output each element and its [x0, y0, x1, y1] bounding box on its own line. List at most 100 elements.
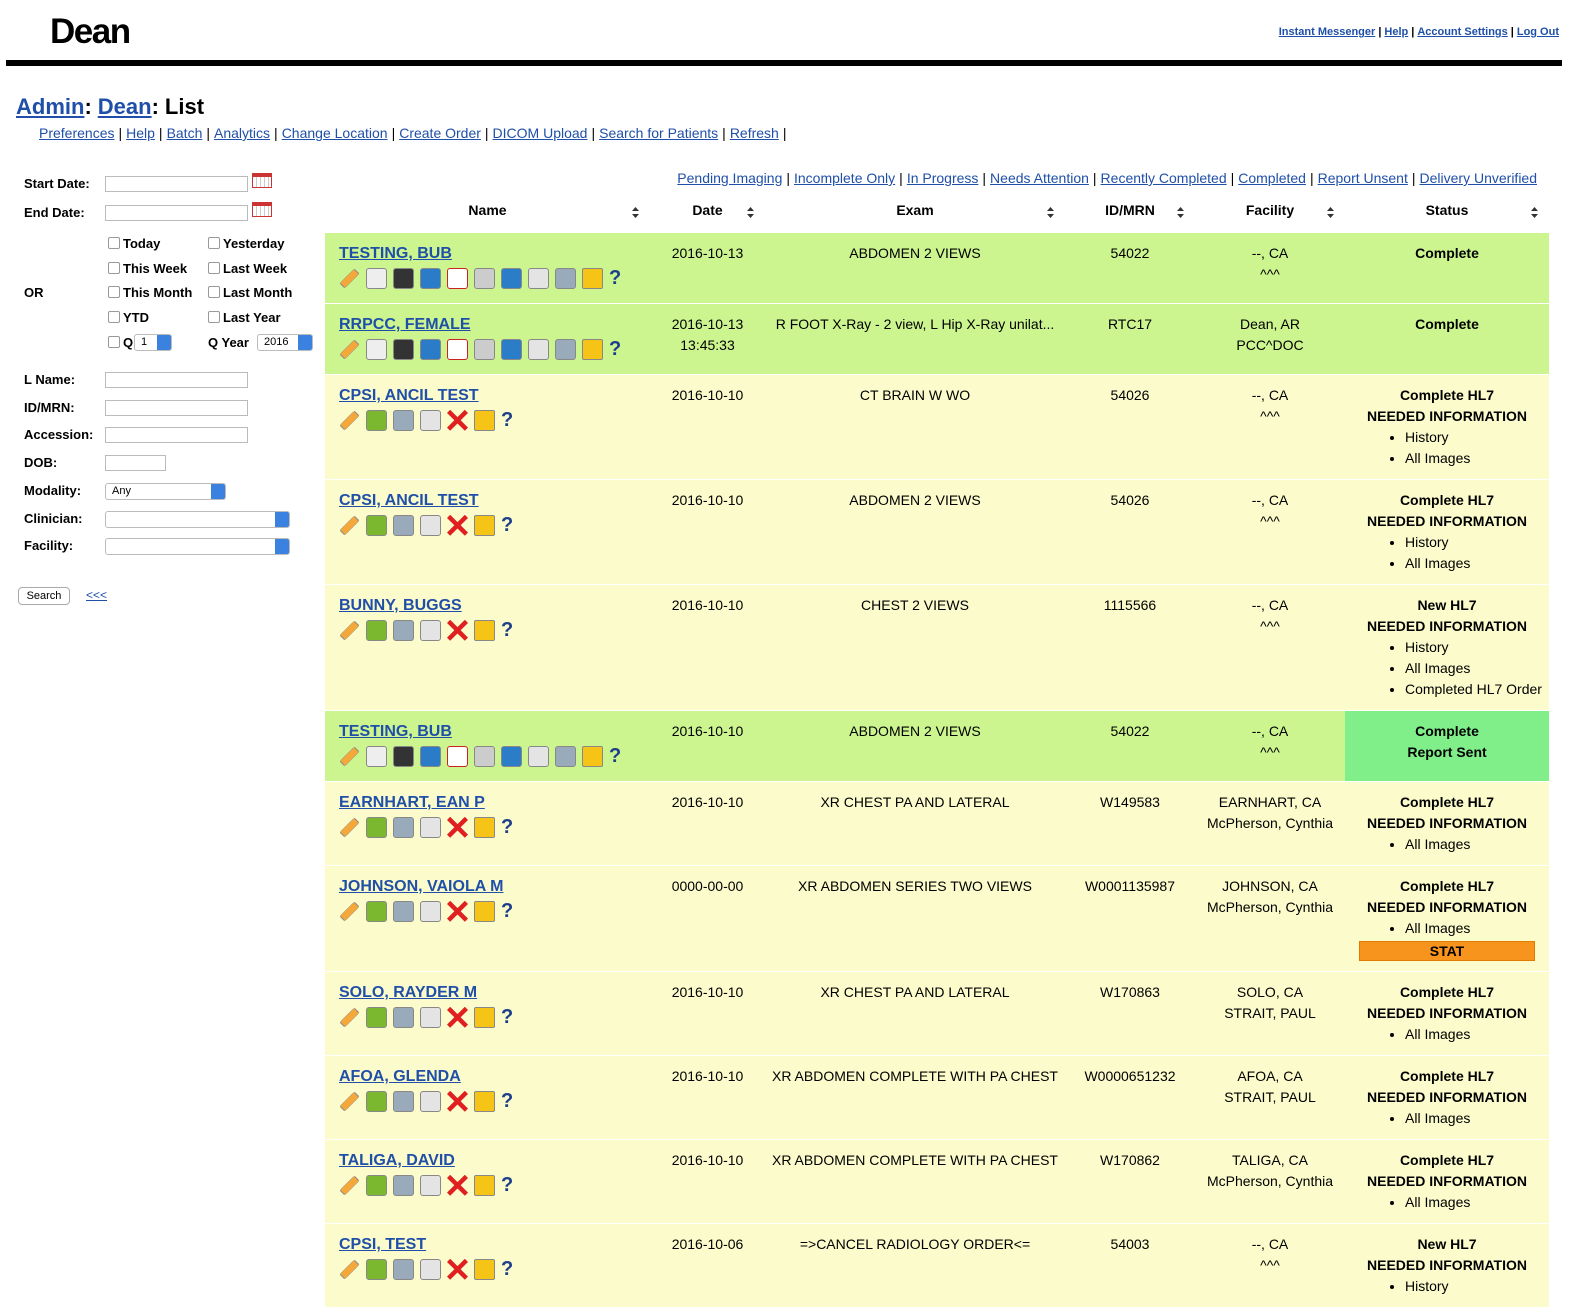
- link[interactable]: Delivery Unverified: [1419, 170, 1537, 186]
- patient-name[interactable]: CPSI, ANCIL TEST: [339, 492, 479, 509]
- sort-arrows[interactable]: [632, 205, 639, 218]
- calendar-icon[interactable]: [252, 202, 272, 217]
- patient-name[interactable]: EARNHART, EAN P: [339, 794, 485, 811]
- doc-icon[interactable]: [528, 745, 549, 767]
- route-icon[interactable]: [366, 1258, 387, 1280]
- edit-icon[interactable]: [339, 620, 360, 641]
- folder-icon[interactable]: [582, 267, 603, 289]
- help-icon[interactable]: ?: [501, 513, 514, 536]
- search-button[interactable]: Search: [18, 587, 70, 605]
- doc-icon[interactable]: [528, 338, 549, 360]
- edit-icon[interactable]: [339, 268, 360, 289]
- folder-icon[interactable]: [474, 1006, 495, 1028]
- link[interactable]: Change Location: [281, 125, 388, 141]
- doc-icon[interactable]: [420, 1174, 441, 1196]
- save-icon[interactable]: [420, 267, 441, 289]
- edit-icon[interactable]: [339, 515, 360, 536]
- attach-icon[interactable]: [393, 1090, 414, 1112]
- help-icon[interactable]: ?: [609, 266, 622, 289]
- attach-icon[interactable]: [393, 409, 414, 431]
- folder-icon[interactable]: [474, 816, 495, 838]
- doc-icon[interactable]: [420, 900, 441, 922]
- attach-icon[interactable]: [393, 514, 414, 536]
- add-icon[interactable]: [366, 267, 387, 289]
- help-icon[interactable]: ?: [501, 408, 514, 431]
- route-icon[interactable]: [366, 1006, 387, 1028]
- attach-icon[interactable]: [393, 1006, 414, 1028]
- select[interactable]: [105, 538, 290, 556]
- patient-name[interactable]: BUNNY, BUGGS: [339, 597, 462, 614]
- edit-icon[interactable]: [339, 339, 360, 360]
- period-option[interactable]: Yesterday: [208, 236, 284, 251]
- link[interactable]: Recently Completed: [1100, 170, 1227, 186]
- edit-icon[interactable]: [339, 1007, 360, 1028]
- column-header[interactable]: ID/MRN: [1105, 202, 1155, 218]
- fax-icon[interactable]: [474, 745, 495, 767]
- edit-icon[interactable]: [339, 1091, 360, 1112]
- link[interactable]: Needs Attention: [990, 170, 1089, 186]
- route-icon[interactable]: [366, 816, 387, 838]
- link[interactable]: In Progress: [906, 170, 979, 186]
- column-header[interactable]: Date: [692, 202, 723, 218]
- route-icon[interactable]: [366, 514, 387, 536]
- attach-icon[interactable]: [555, 267, 576, 289]
- help-icon[interactable]: ?: [501, 1257, 514, 1280]
- folder-icon[interactable]: [474, 1090, 495, 1112]
- patient-name[interactable]: SOLO, RAYDER M: [339, 984, 478, 1001]
- link[interactable]: Batch: [166, 125, 203, 141]
- add-icon[interactable]: [366, 745, 387, 767]
- cancel-icon[interactable]: [447, 1090, 468, 1112]
- edit-icon[interactable]: [339, 901, 360, 922]
- folder-icon[interactable]: [474, 619, 495, 641]
- link[interactable]: Analytics: [214, 125, 271, 141]
- attach-icon[interactable]: [555, 745, 576, 767]
- view-icon[interactable]: [393, 338, 414, 360]
- edit-icon[interactable]: [339, 817, 360, 838]
- quarter-select[interactable]: 1: [134, 334, 172, 351]
- cancel-icon[interactable]: [447, 1258, 468, 1280]
- cancel-icon[interactable]: [447, 900, 468, 922]
- date-input[interactable]: [105, 176, 248, 192]
- doc-icon[interactable]: [420, 1006, 441, 1028]
- undo-icon[interactable]: [501, 338, 522, 360]
- route-icon[interactable]: [366, 900, 387, 922]
- sort-arrows[interactable]: [1047, 205, 1054, 218]
- text-input[interactable]: [105, 372, 248, 388]
- link[interactable]: Search for Patients: [599, 125, 719, 141]
- sort-arrows[interactable]: [747, 205, 754, 218]
- link[interactable]: Pending Imaging: [677, 170, 783, 186]
- doc-icon[interactable]: [420, 409, 441, 431]
- route-icon[interactable]: [366, 409, 387, 431]
- save-icon[interactable]: [420, 745, 441, 767]
- collapse-link[interactable]: <<<: [86, 588, 108, 602]
- link[interactable]: Instant Messenger: [1278, 26, 1376, 38]
- patient-name[interactable]: AFOA, GLENDA: [339, 1068, 461, 1085]
- doc-icon[interactable]: [420, 619, 441, 641]
- edit-icon[interactable]: [339, 1175, 360, 1196]
- period-option[interactable]: Today: [108, 236, 160, 251]
- breadcrumb-link[interactable]: Dean: [97, 94, 152, 119]
- column-header[interactable]: Facility: [1245, 202, 1295, 218]
- period-option[interactable]: This Week: [108, 261, 187, 276]
- fax-icon[interactable]: [474, 267, 495, 289]
- folder-icon[interactable]: [474, 900, 495, 922]
- edit-icon[interactable]: [339, 410, 360, 431]
- help-icon[interactable]: ?: [501, 899, 514, 922]
- text-input[interactable]: [105, 427, 248, 444]
- patient-name[interactable]: RRPCC, FEMALE: [339, 316, 471, 333]
- period-option[interactable]: Last Month: [208, 285, 292, 300]
- route-icon[interactable]: [366, 619, 387, 641]
- folder-icon[interactable]: [474, 514, 495, 536]
- cancel-icon[interactable]: [447, 816, 468, 838]
- edit-icon[interactable]: [339, 746, 360, 767]
- breadcrumb-link[interactable]: Admin: [16, 94, 85, 119]
- help-icon[interactable]: ?: [609, 744, 622, 767]
- sort-arrows[interactable]: [1177, 205, 1184, 218]
- help-icon[interactable]: ?: [609, 337, 622, 360]
- period-option[interactable]: This Month: [108, 285, 192, 300]
- patient-name[interactable]: CPSI, ANCIL TEST: [339, 387, 479, 404]
- help-icon[interactable]: ?: [501, 815, 514, 838]
- route-icon[interactable]: [366, 1090, 387, 1112]
- link[interactable]: Account Settings: [1417, 26, 1508, 38]
- doc-icon[interactable]: [420, 1090, 441, 1112]
